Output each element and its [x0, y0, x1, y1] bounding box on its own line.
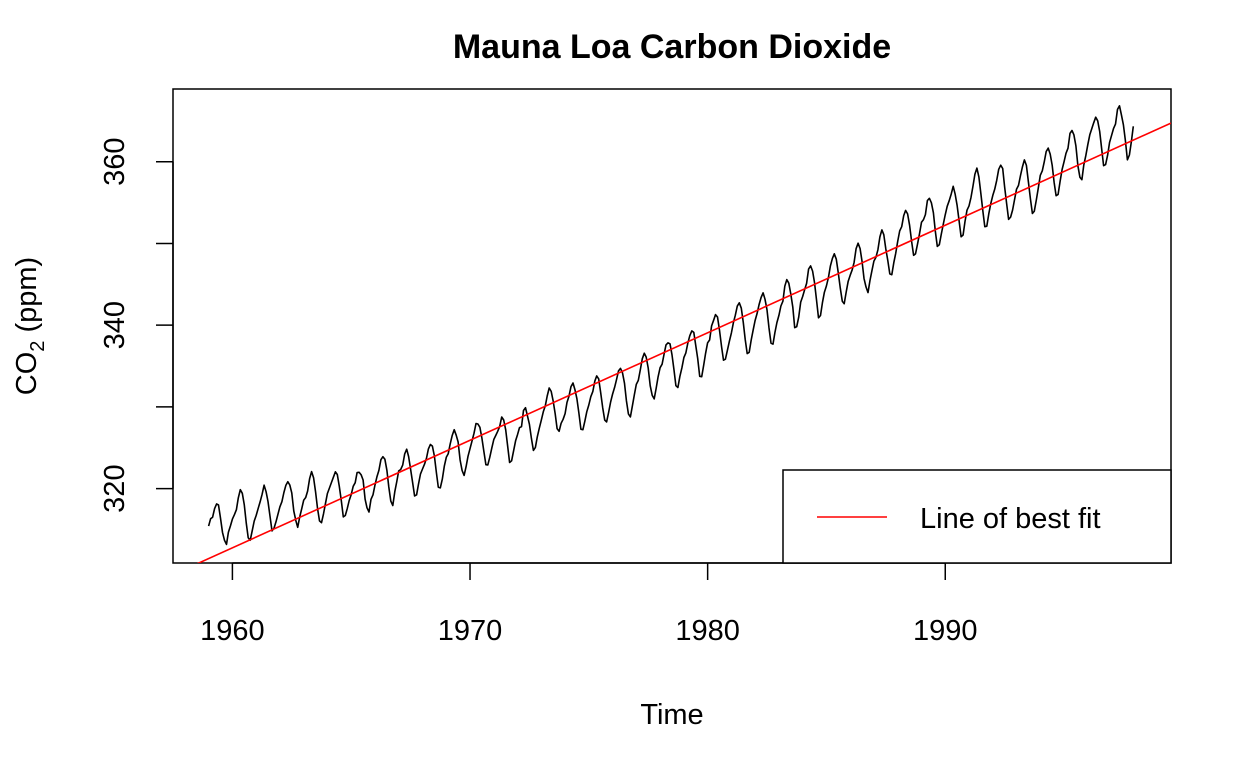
- x-axis: 1960 1970 1980 1990: [200, 562, 978, 647]
- x-tick-label: 1990: [913, 615, 978, 647]
- y-axis: 320 340 360: [99, 138, 174, 513]
- y-axis-label-unit: (ppm): [11, 257, 43, 341]
- x-tick-label: 1960: [200, 615, 265, 647]
- y-tick-label: 360: [99, 138, 131, 186]
- best-fit-line: [196, 122, 1171, 563]
- x-tick-label: 1980: [675, 615, 740, 647]
- y-axis-label: CO2 (ppm): [11, 257, 49, 395]
- chart-title: Mauna Loa Carbon Dioxide: [453, 28, 891, 66]
- x-tick-label: 1970: [438, 615, 503, 647]
- x-axis-label: Time: [640, 699, 703, 731]
- y-axis-label-subscript: 2: [27, 341, 49, 352]
- y-tick-label: 340: [99, 301, 131, 349]
- y-tick-label: 320: [99, 464, 131, 512]
- legend: Line of best fit: [782, 469, 1172, 564]
- legend-label: Line of best fit: [920, 503, 1101, 535]
- series-layer: [196, 105, 1171, 563]
- y-axis-label-main: CO: [11, 352, 43, 396]
